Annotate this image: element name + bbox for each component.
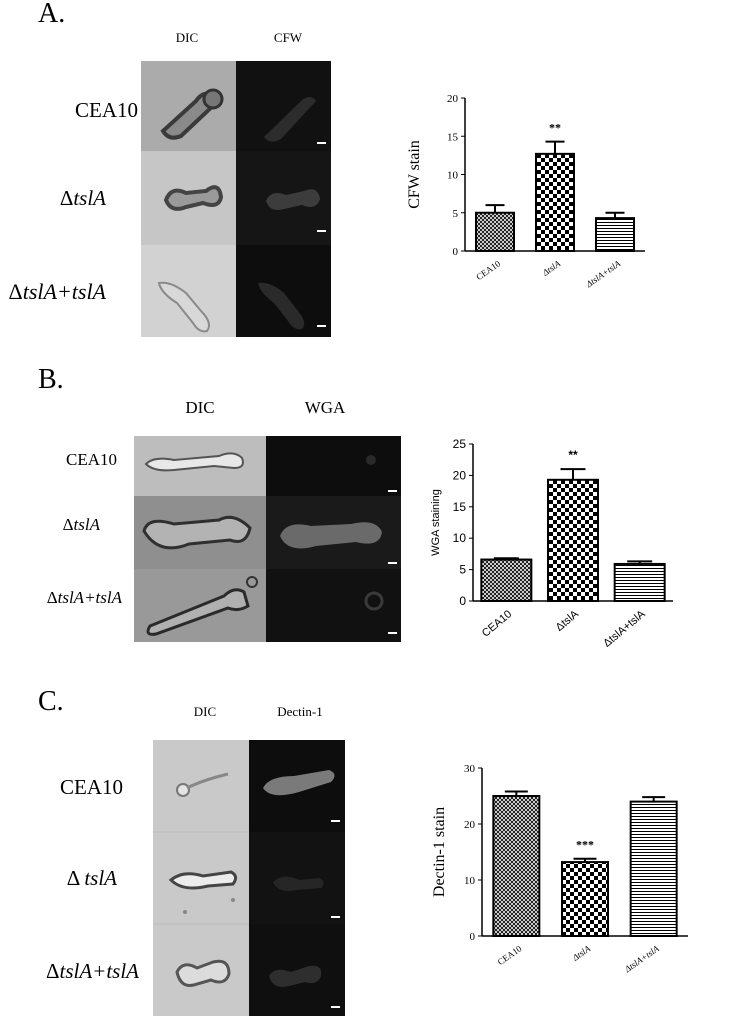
significance-marker: ** — [549, 121, 561, 135]
y-tick-label: 15 — [453, 500, 467, 514]
panel-letter-a: A. — [38, 0, 66, 29]
bar — [595, 217, 635, 252]
column-label-wga: WGA — [304, 398, 346, 417]
cfw-image-column — [236, 61, 331, 337]
row-label-text: tslA+tslA — [57, 588, 122, 607]
column-label-cfw: CFW — [273, 30, 303, 45]
bar — [629, 800, 678, 937]
row-label-tsla: Δ tslA — [67, 866, 117, 891]
row-label-text: tslA — [73, 186, 106, 210]
column-label-dic: DIC — [175, 30, 199, 45]
bar — [561, 861, 609, 937]
bar — [547, 478, 599, 603]
y-tick-label: 20 — [464, 819, 476, 831]
wga-micrographs — [266, 436, 401, 642]
y-tick-label: 15 — [447, 131, 459, 143]
row-label-cea10: CEA10 — [75, 98, 138, 123]
x-tick-label: ΔtslA — [570, 943, 593, 963]
plot-area: 0 5 10 15 20 CFW stain CEA10 ** ΔtslA ΔtslA+tslA — [406, 93, 645, 290]
dic-image-column — [134, 436, 266, 642]
bar — [492, 795, 541, 937]
bar — [480, 558, 533, 603]
row-label-text: tslA — [73, 515, 100, 534]
row-label-cea10: CEA10 — [66, 450, 117, 470]
dectin-1-image-column — [249, 740, 345, 1016]
plot-area: 0 10 20 30 Dectin-1 stain CEA10 *** ΔtslA ΔtslA+… — [431, 763, 688, 975]
x-tick-label: CEA10 — [496, 943, 524, 967]
y-tick-label: 5 — [459, 563, 466, 577]
row-label-tsla: ΔtslA — [63, 515, 100, 535]
y-tick-label: 20 — [447, 93, 459, 105]
scale-bar — [317, 230, 326, 232]
scale-bar — [331, 916, 340, 918]
row-label-cea10: CEA10 — [60, 775, 123, 800]
wga-image-column — [266, 436, 401, 642]
dic-micrographs — [153, 740, 249, 1016]
y-tick-label: 10 — [464, 875, 476, 887]
cfw-micrographs — [236, 61, 331, 337]
y-axis-label: Dectin-1 stain — [431, 807, 448, 897]
panel-letter-c: C. — [38, 686, 64, 717]
x-tick-label: ΔtslA+tslA — [601, 608, 648, 650]
scale-bar — [388, 490, 397, 492]
row-label-tsla-complemented: ΔtslA+tslA — [46, 959, 139, 984]
row-label-text: CEA10 — [66, 450, 117, 469]
x-tick-label: CEA10 — [474, 258, 502, 282]
significance-marker: ** — [568, 448, 578, 462]
bar-chart-cfw: 0 5 10 15 20 CFW stain CEA10 ** ΔtslA ΔtslA+tslA — [406, 93, 645, 290]
delta-symbol: Δ — [62, 515, 74, 534]
y-tick-label: 0 — [459, 594, 466, 608]
x-tick-label: ΔtslA — [554, 608, 582, 634]
y-tick-label: 5 — [453, 208, 459, 220]
row-label-tsla-complemented: ΔtslA+tslA — [47, 588, 122, 608]
scale-bar — [317, 325, 326, 327]
bar — [535, 152, 575, 252]
scale-bar — [331, 820, 340, 822]
x-tick-label: ΔtslA+tslA — [622, 943, 661, 975]
row-label-text: tslA+tslA — [22, 279, 106, 304]
scale-bar — [317, 142, 326, 144]
row-label-text: tslA — [84, 866, 117, 890]
delta-symbol: Δ — [59, 186, 74, 210]
y-axis-label: CFW stain — [406, 140, 423, 209]
y-tick-label: 30 — [464, 763, 476, 775]
dic-image-column — [153, 740, 249, 1016]
delta-symbol: Δ — [46, 588, 58, 607]
x-tick-label: ΔtslA+tslA — [583, 258, 622, 290]
delta-symbol: Δ — [45, 959, 60, 983]
row-label-text: CEA10 — [60, 775, 123, 799]
y-tick-label: 0 — [453, 246, 459, 258]
column-label-dic: DIC — [193, 704, 217, 719]
column-label-dectin-1: Dectin-1 — [277, 704, 323, 719]
y-tick-label: 0 — [470, 931, 476, 943]
dic-image-column — [141, 61, 236, 337]
x-tick-label: ΔtslA — [540, 258, 563, 278]
y-tick-label: 25 — [453, 437, 467, 451]
y-tick-label: 10 — [453, 531, 467, 545]
bar — [475, 211, 515, 252]
row-label-tsla-complemented: ΔtslA+tslA — [9, 279, 106, 305]
dic-micrographs — [134, 436, 266, 642]
scale-bar — [331, 1006, 340, 1008]
delta-symbol: Δ — [8, 279, 23, 304]
y-tick-label: 20 — [453, 468, 467, 482]
panel-letter-b: B. — [38, 364, 64, 395]
y-axis-label: WGA staining — [430, 489, 442, 556]
bar — [613, 562, 666, 602]
bar-chart-wga: 0 5 10 15 20 25 WGA staining CEA10 ** ΔtslA ΔtslA+… — [430, 437, 673, 650]
scale-bar — [388, 632, 397, 634]
column-label-dic: DIC — [185, 398, 215, 417]
x-tick-label: CEA10 — [480, 608, 514, 640]
dic-micrographs — [141, 61, 236, 337]
plot-area: 0 5 10 15 20 25 WGA staining CEA10 ** ΔtslA ΔtslA+… — [430, 437, 673, 650]
row-label-tsla: ΔtslA — [60, 186, 106, 211]
scale-bar — [388, 562, 397, 564]
row-label-text: tslA+tslA — [59, 959, 139, 983]
dectin-1-micrographs — [249, 740, 345, 1016]
significance-marker: *** — [576, 838, 594, 852]
row-label-text: CEA10 — [75, 98, 138, 122]
y-tick-label: 10 — [447, 170, 459, 182]
delta-symbol: Δ — [66, 866, 85, 890]
bar-chart-dectin-1: 0 10 20 30 Dectin-1 stain CEA10 *** ΔtslA ΔtslA+… — [431, 763, 688, 975]
